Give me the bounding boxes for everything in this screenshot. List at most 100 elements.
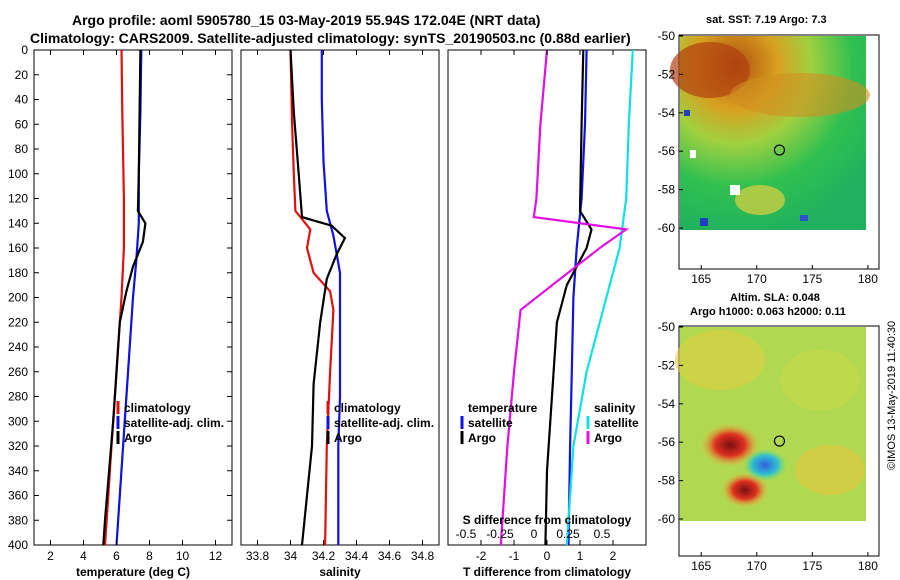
- sla-pattern: [675, 330, 765, 390]
- difference-panel: -2 -1 0 1 2 -0.5 -0.25 0 0.25 0.5 T difference fr…: [447, 49, 647, 579]
- depth-tick-label: 380: [8, 513, 28, 527]
- s-diff-tick-label: 0: [531, 527, 538, 541]
- map-lat-tick-label: -60: [658, 221, 676, 235]
- depth-tick-label: 120: [8, 192, 28, 206]
- depth-tick-label: 160: [8, 241, 28, 255]
- x-tick-label: -2: [476, 549, 487, 563]
- s-diff-tick-label: 0.25: [556, 527, 580, 541]
- sst-warm-patch: [670, 42, 750, 98]
- map-lat-tick-label: -50: [658, 29, 676, 43]
- salinity-x-ticks: 33.8 34 34.2 34.4 34.6 34.8: [246, 50, 435, 563]
- difference-x-ticks: -2 -1 0 1 2 -0.5 -0.25 0 0.25 0.5: [456, 50, 617, 563]
- x-tick-label: 2: [47, 549, 54, 563]
- depth-tick-label: 60: [15, 117, 29, 131]
- depth-tick-label: 340: [8, 464, 28, 478]
- series-line-argo: [289, 49, 347, 546]
- legend-argo-label: Argo: [124, 431, 152, 445]
- figure-title-line2: Climatology: CARS2009. Satellite-adjuste…: [30, 30, 631, 46]
- legend-satellite-label: satellite-adj. clim.: [124, 416, 224, 430]
- legend-climatology-label: climatology: [124, 401, 191, 415]
- map-lat-tick-label: -56: [658, 435, 676, 449]
- sst-yellow-patch: [735, 185, 785, 215]
- depth-tick-label: 260: [8, 365, 28, 379]
- sla-cold-eddy: [743, 449, 787, 481]
- map-lon-tick-label: 165: [691, 559, 711, 573]
- series-line-climatology: [289, 49, 335, 546]
- sla-map: -50 -52 -54 -56 -58 -60 165 170 175 180: [658, 320, 880, 573]
- depth-tick-label: 140: [8, 216, 28, 230]
- salinity-axis-label: salinity: [319, 565, 361, 579]
- x-tick-label: 10: [176, 549, 190, 563]
- temperature-x-ticks: 2 4 6 8 10 12: [34, 49, 232, 563]
- x-tick-label: 2: [610, 549, 617, 563]
- x-tick-label: 33.8: [246, 549, 270, 563]
- salinity-legend: climatology satellite-adj. clim. Argo: [326, 401, 434, 445]
- x-tick-label: -1: [509, 549, 520, 563]
- sal-legend-argo-label: Argo: [334, 431, 362, 445]
- map-lon-tick-label: 180: [858, 272, 878, 286]
- sst-blue-pixels: [700, 218, 708, 226]
- sla-warm-eddy: [721, 472, 769, 508]
- diff-legend-s-satellite-label: satellite: [594, 416, 639, 430]
- sla-map-ticks: -50 -52 -54 -56 -58 -60 165 170 175 180: [658, 320, 879, 573]
- x-tick-label: 1: [577, 549, 584, 563]
- series-line-salinity-satellite: [565, 49, 634, 546]
- x-tick-label: 6: [113, 549, 120, 563]
- x-tick-label: 34.8: [411, 549, 435, 563]
- map-lon-tick-label: 170: [747, 272, 767, 286]
- difference-lines: [499, 49, 634, 546]
- depth-tick-label: 100: [8, 167, 28, 181]
- difference-s-axis-label: S difference from climatology: [463, 513, 632, 527]
- s-diff-tick-label: -0.5: [456, 527, 477, 541]
- sst-map: -50 -52 -54 -56 -58 -60 165 170 175 180: [658, 29, 880, 286]
- depth-tick-label: 300: [8, 414, 28, 428]
- depth-axis-ticks: 0 20 40 60 80 100 120 140 160 180 200 220 240 260 280 3…: [8, 43, 28, 552]
- depth-tick-label: 220: [8, 315, 28, 329]
- temperature-axis-label: temperature (deg C): [76, 565, 190, 579]
- series-line-temperature-argo: [544, 49, 593, 546]
- map-lat-tick-label: -52: [658, 358, 676, 372]
- x-tick-label: 4: [80, 549, 87, 563]
- diff-legend-t-argo-label: Argo: [468, 431, 496, 445]
- depth-tick-label: 240: [8, 340, 28, 354]
- x-tick-label: 8: [146, 549, 153, 563]
- sst-warm-band: [730, 73, 870, 117]
- diff-legend-s-argo-label: Argo: [594, 431, 622, 445]
- diff-legend-temperature-title: temperature: [468, 401, 538, 415]
- map-lat-tick-label: -54: [658, 397, 676, 411]
- x-tick-label: 0: [544, 549, 551, 563]
- map-lat-tick-label: -54: [658, 106, 676, 120]
- map-lon-tick-label: 165: [691, 272, 711, 286]
- map-lat-tick-label: -50: [658, 320, 676, 334]
- s-diff-tick-label: 0.5: [594, 527, 611, 541]
- sla-argo-position-marker: [773, 435, 786, 447]
- x-tick-label: 34.6: [378, 549, 402, 563]
- temperature-legend: climatology satellite-adj. clim. Argo: [116, 401, 224, 445]
- sla-warm-eddy: [700, 423, 760, 467]
- map-lat-tick-label: -58: [658, 183, 676, 197]
- sst-map-ticks: -50 -52 -54 -56 -58 -60 165 170 175 180: [658, 29, 879, 286]
- depth-tick-label: 320: [8, 439, 28, 453]
- difference-axis-label: T difference from climatology: [463, 565, 631, 579]
- map-lon-tick-label: 170: [747, 559, 767, 573]
- x-tick-label: 34.4: [345, 549, 369, 563]
- sla-pattern: [780, 350, 860, 410]
- depth-tick-label: 40: [15, 93, 29, 107]
- depth-tick-label: 80: [15, 142, 29, 156]
- series-line-salinity-argo: [499, 49, 630, 546]
- sst-blue-pixels: [684, 110, 690, 116]
- salinity-panel: 33.8 34 34.2 34.4 34.6 34.8 salinity climatol…: [240, 49, 440, 579]
- sst-blue-pixels: [800, 215, 808, 221]
- sst-cloud-patch: [730, 185, 740, 195]
- sla-map-title-line2: Argo h1000: 0.063 h2000: 0.11: [690, 306, 846, 318]
- temperature-panel: 2 4 6 8 10 12 0 20 40 60 80 100 120 140 160 180 200 220 2…: [8, 43, 233, 579]
- depth-tick-label: 280: [8, 390, 28, 404]
- diff-legend-salinity-title: salinity: [594, 401, 636, 415]
- map-lat-tick-label: -52: [658, 67, 676, 81]
- sla-pattern: [795, 445, 865, 495]
- depth-tick-label: 0: [21, 43, 28, 57]
- map-lat-tick-label: -60: [658, 512, 676, 526]
- diff-legend-t-satellite-label: satellite: [468, 416, 513, 430]
- sal-legend-satellite-label: satellite-adj. clim.: [334, 416, 434, 430]
